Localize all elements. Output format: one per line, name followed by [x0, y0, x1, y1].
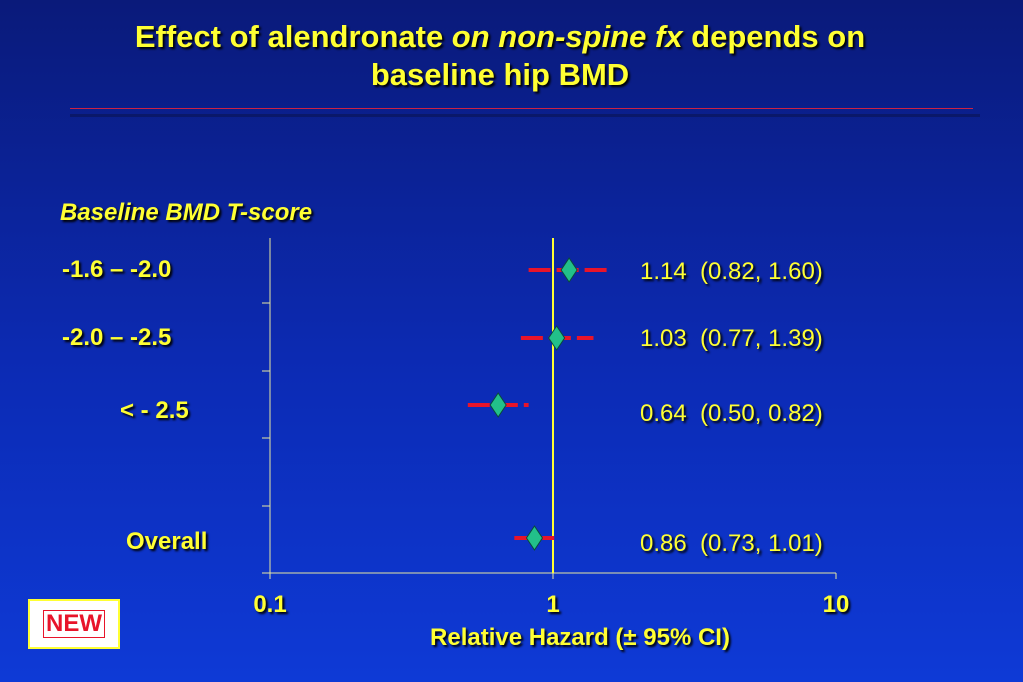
- x-tick-label-2: 1: [546, 591, 559, 618]
- x-axis-title: Relative Hazard (± 95% CI): [430, 624, 730, 651]
- new-badge: NEW: [28, 599, 120, 649]
- row-label-1: -1.6 – -2.0: [62, 256, 172, 283]
- x-tick-label-1: 0.1: [253, 591, 286, 618]
- new-badge-text: NEW: [43, 610, 105, 638]
- title-divider: [70, 108, 973, 109]
- estimate-marker-1: [560, 257, 578, 283]
- estimate-marker-3: [489, 392, 507, 418]
- title-text-3: depends on: [682, 19, 866, 54]
- plot-axes: 0.1 1 10: [253, 238, 849, 618]
- estimate-marker-2: [548, 325, 566, 351]
- estimate-marker-4: [525, 525, 544, 551]
- ci-text-1: 1.14 (0.82, 1.60): [640, 258, 823, 285]
- ci-text-3: 0.64 (0.50, 0.82): [640, 400, 823, 427]
- title-line-1: Effect of alendronate on non-spine fx de…: [0, 18, 1000, 56]
- x-tick-label-3: 10: [823, 591, 850, 618]
- title-text-italic: on non-spine fx: [451, 19, 683, 54]
- title-text-1: Effect of alendronate: [134, 19, 452, 54]
- ci-text-4: 0.86 (0.73, 1.01): [640, 530, 823, 557]
- slide-title: Effect of alendronate on non-spine fx de…: [0, 18, 1000, 94]
- y-axis-title: Baseline BMD T-score: [60, 199, 313, 226]
- plot-marks: [467, 257, 611, 551]
- ci-text-2: 1.03 (0.77, 1.39): [640, 325, 823, 352]
- row-label-4: Overall: [126, 528, 208, 555]
- row-label-3: < - 2.5: [120, 397, 189, 424]
- title-divider-shadow: [70, 114, 980, 117]
- title-line-2: baseline hip BMD: [370, 57, 630, 92]
- row-label-2: -2.0 – -2.5: [62, 324, 172, 351]
